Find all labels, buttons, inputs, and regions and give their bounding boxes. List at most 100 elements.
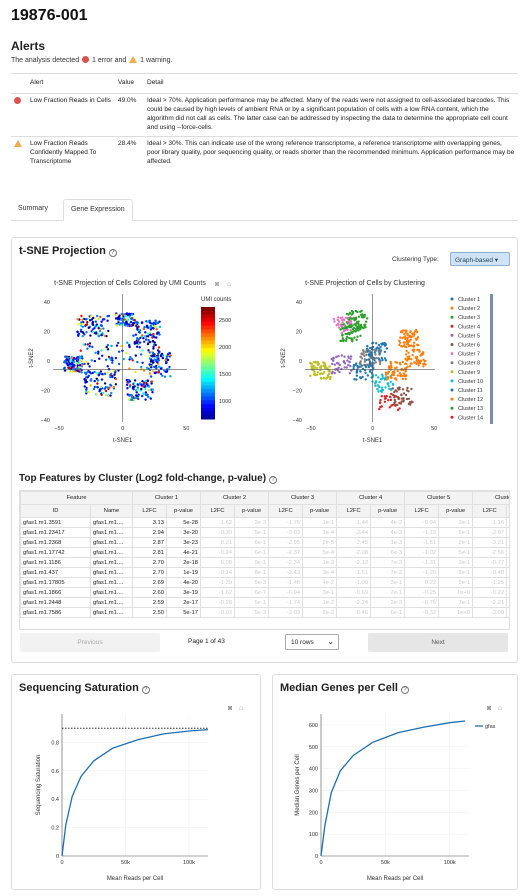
warning-icon: [129, 56, 138, 63]
home-icon[interactable]: ⌂: [239, 705, 244, 712]
cell-point: [151, 361, 155, 364]
legend-marker: [450, 333, 454, 337]
cell-point: [395, 366, 398, 369]
cell-point: [349, 321, 352, 324]
tab-gene-expression[interactable]: Gene Expression: [63, 199, 133, 221]
cell-point: [404, 357, 407, 361]
plot-title: t-SNE Projection of Cells Colored by UMI…: [54, 280, 206, 287]
cell-point: [76, 367, 79, 370]
cluster-header[interactable]: Cluster 4: [336, 491, 406, 505]
rows-per-page-select[interactable]: 10 rows ⌄: [285, 634, 339, 650]
table-cell: gfas1.m1....: [89, 557, 134, 568]
help-icon[interactable]: ?: [400, 686, 409, 694]
cell-point: [353, 317, 356, 320]
cell-point: [106, 348, 110, 351]
legend-item: Cluster 7: [458, 352, 480, 358]
alert-row: Low Fraction Reads Confidently Mapped To…: [11, 135, 518, 170]
table-cell: gfas1.m1....: [89, 537, 134, 548]
camera-icon[interactable]: ◙: [228, 705, 233, 712]
cell-point: [126, 313, 129, 317]
cluster-header[interactable]: Cluster 1: [132, 491, 202, 505]
cell-point: [152, 332, 155, 336]
l2fc-header[interactable]: L2FC: [404, 504, 440, 518]
l2fc-header[interactable]: L2FC: [472, 504, 508, 518]
table-cell: gfas1.m1....: [89, 547, 134, 558]
colorbar-tick: 1000: [219, 399, 231, 405]
cell-point: [146, 395, 150, 398]
table-cell: -0.24: [200, 547, 236, 558]
cell-point: [88, 365, 91, 368]
cluster-header[interactable]: Cluster 2: [200, 491, 270, 505]
cell-point: [364, 371, 367, 375]
cell-point: [341, 318, 344, 322]
legend-item: Cluster 3: [458, 315, 480, 321]
colorbar-segment: [201, 407, 215, 413]
home-icon[interactable]: ⌂: [498, 705, 503, 712]
l2fc-header[interactable]: L2FC: [268, 504, 304, 518]
next-button[interactable]: Next: [368, 633, 508, 652]
pvalue-header[interactable]: p-value: [438, 504, 474, 518]
table-cell: -0.14: [200, 567, 236, 578]
summary-error: 1 error and: [92, 57, 127, 64]
cell-point: [415, 362, 418, 366]
l2fc-header[interactable]: L2FC: [200, 504, 236, 518]
cell-point: [373, 348, 376, 351]
cell-point: [365, 320, 368, 323]
cell-point: [404, 337, 407, 341]
pvalue-header[interactable]: p-value: [506, 504, 509, 518]
cell-point: [132, 334, 135, 337]
cell-point: [344, 339, 348, 342]
tsne-umi-plot[interactable]: t-SNE Projection of Cells Colored by UMI…: [15, 272, 265, 467]
table-cell: gfas1.m1.17742: [20, 547, 91, 558]
cell-point: [325, 367, 328, 370]
cell-point: [370, 376, 373, 379]
pvalue-header[interactable]: p-value: [370, 504, 406, 518]
saturation-chart[interactable]: 0 0.2 0.4 0.6 0.8 0 50k 100k Mean Reads per Cell…: [15, 710, 257, 885]
cell-point: [378, 353, 381, 356]
cell-point: [422, 358, 425, 361]
l2fc-header[interactable]: L2FC: [336, 504, 372, 518]
cell-point: [353, 336, 356, 339]
cell-point: [388, 406, 391, 409]
l2fc-header[interactable]: L2FC: [132, 504, 168, 518]
pvalue-header[interactable]: p-value: [302, 504, 338, 518]
legend-item: Cluster 12: [458, 397, 483, 403]
x-tick-label: −50: [306, 426, 315, 432]
pvalue-header[interactable]: p-value: [234, 504, 270, 518]
y-tick-label: 200: [309, 810, 318, 816]
tsne-cluster-plot[interactable]: t-SNE Projection of Cells by Clustering −…: [265, 272, 515, 467]
cell-point: [137, 388, 140, 391]
tab-summary[interactable]: Summary: [18, 205, 48, 212]
help-icon[interactable]: ?: [269, 476, 278, 484]
cell-point: [389, 362, 393, 365]
colorbar-segment: [201, 307, 215, 312]
table-cell: gfas1.m1....: [89, 517, 134, 528]
x-axis-label: t-SNE1: [113, 438, 133, 444]
camera-icon[interactable]: ◙: [487, 705, 492, 712]
help-icon[interactable]: ?: [141, 686, 150, 694]
cluster-header[interactable]: Cluster 5: [404, 491, 474, 505]
cell-point: [98, 389, 101, 393]
features-table-wrapper[interactable]: Feature Cluster 1 Cluster 2 Cluster 3 Cluste…: [19, 490, 510, 630]
cell-point: [114, 377, 118, 381]
cell-point: [318, 372, 322, 376]
id-header[interactable]: ID: [20, 504, 91, 518]
cell-point: [150, 366, 153, 369]
median-genes-chart[interactable]: 0 100 200 300 400 500 600 0 50k 100k Mean Reads pe…: [276, 710, 514, 885]
y-axis-label: Median Genes per Cell: [295, 754, 301, 815]
name-header[interactable]: Name: [89, 504, 134, 518]
pvalue-header[interactable]: p-value: [166, 504, 202, 518]
cell-point: [416, 336, 420, 339]
help-icon[interactable]: ?: [108, 249, 117, 257]
y-tick-label: 40: [296, 300, 302, 306]
table-cell: 2e-5: [302, 537, 338, 548]
cluster-header[interactable]: Cluster 3: [268, 491, 338, 505]
cell-point: [95, 377, 98, 380]
cluster-header[interactable]: Cluster 6: [472, 491, 509, 505]
cell-point: [146, 332, 150, 335]
cell-point: [415, 357, 419, 361]
cell-point: [348, 360, 351, 363]
cell-point: [79, 349, 83, 352]
previous-button[interactable]: Previous: [20, 633, 160, 652]
clustering-type-dropdown[interactable]: Graph-based ▾: [450, 252, 510, 266]
